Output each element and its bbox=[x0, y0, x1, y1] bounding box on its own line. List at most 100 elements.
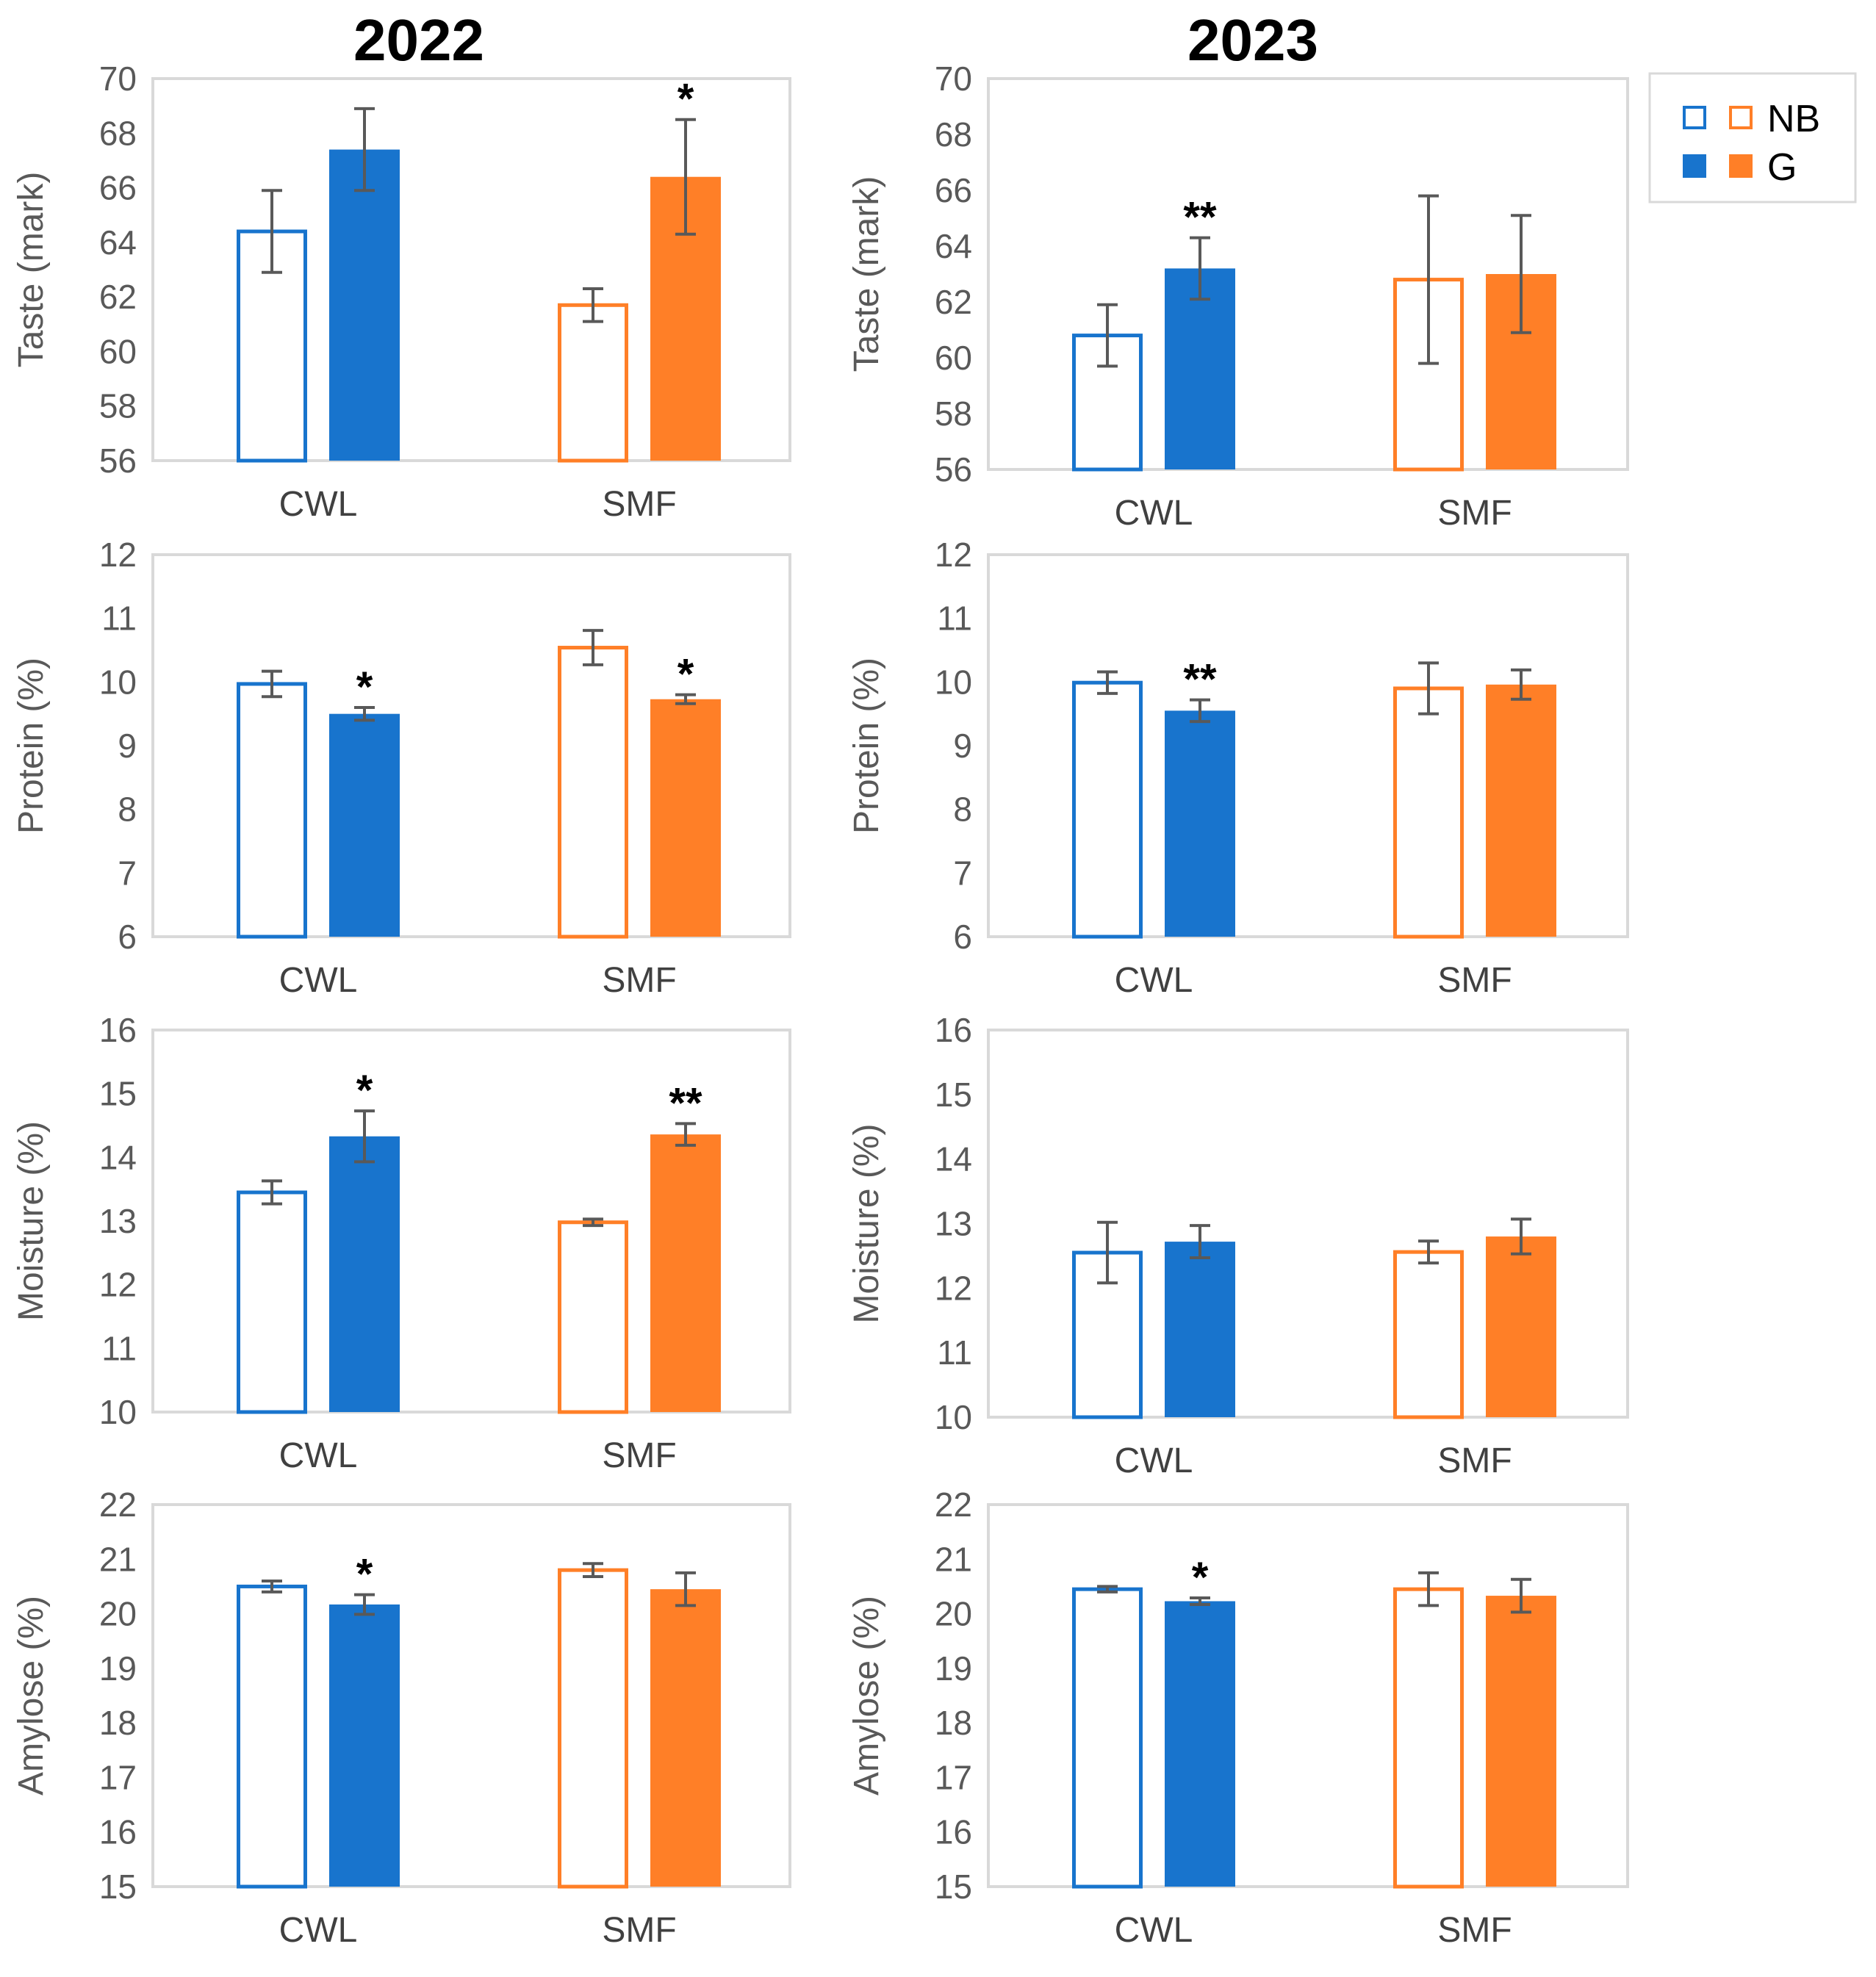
panel-taste-mark-2022-ytick-label: 58 bbox=[99, 387, 137, 425]
panel-moisture-2022-ytick-label: 16 bbox=[99, 1011, 137, 1049]
panel-protein-2022-category-label-cwl: CWL bbox=[279, 961, 358, 1000]
legend-swatch-nb-blue bbox=[1683, 106, 1706, 129]
panel-taste-mark-2023-ytick-label: 56 bbox=[935, 450, 972, 489]
panel-moisture-2022-category-label-cwl: CWL bbox=[279, 1436, 358, 1475]
panel-moisture-2023-ytick-label: 14 bbox=[935, 1140, 972, 1178]
panel-taste-mark-2022-ytick-label: 62 bbox=[99, 278, 137, 316]
panel-protein-2023-significance-cwl-g: ** bbox=[1183, 656, 1217, 704]
panel-moisture-2023-ytick-label: 12 bbox=[935, 1269, 972, 1307]
panel-amylose-2022-category-label-smf: SMF bbox=[602, 1911, 676, 1950]
panel-moisture-2022-ytick-label: 15 bbox=[99, 1075, 137, 1113]
panel-protein-2023-ytick-label: 11 bbox=[937, 599, 972, 638]
panel-taste-mark-2022-ytick-label: 64 bbox=[99, 223, 137, 262]
panel-protein-2022-ytick-label: 12 bbox=[99, 536, 137, 574]
panel-moisture-2023-ytick-label: 13 bbox=[935, 1205, 972, 1243]
legend: NB G bbox=[1648, 72, 1857, 204]
panel-protein-2023-bar-smf-nb bbox=[1393, 686, 1464, 939]
panel-protein-2023-ytick-label: 10 bbox=[935, 663, 972, 701]
panel-amylose-2023: 15 16 17 18 19 20 21 22 Amylose (%) CWL * SMF bbox=[847, 1486, 1629, 1950]
panel-amylose-2022: 15 16 17 18 19 20 21 22 Amylose (%) CWL * SMF bbox=[12, 1486, 791, 1950]
panel-protein-2023-ytick-label: 7 bbox=[953, 854, 972, 892]
panel-moisture-2022-significance-smf-g: ** bbox=[669, 1079, 702, 1127]
panel-protein-2023-category-label-smf: SMF bbox=[1437, 961, 1512, 1000]
panel-protein-2023-bar-smf-nb-error-bar bbox=[1418, 661, 1439, 716]
panel-taste-mark-2022-ytick-label: 66 bbox=[99, 169, 137, 207]
panel-protein-2023-frame bbox=[987, 553, 1629, 938]
panel-taste-mark-2023-y-axis-title: Taste (mark) bbox=[847, 176, 886, 372]
panel-taste-mark-2023-bar-smf-g-error-bar bbox=[1511, 214, 1531, 334]
panel-amylose-2023-ytick-label: 17 bbox=[935, 1758, 972, 1796]
panel-taste-mark-2022-ytick-label: 70 bbox=[99, 60, 137, 98]
panel-protein-2022-bar-smf-nb bbox=[558, 646, 628, 939]
panel-amylose-2023-bar-smf-g bbox=[1486, 1596, 1556, 1887]
panel-moisture-2023-bar-cwl-g bbox=[1165, 1242, 1235, 1417]
panel-amylose-2022-bar-cwl-g-error-bar bbox=[354, 1593, 375, 1616]
panel-protein-2023-ytick-label: 8 bbox=[953, 791, 972, 829]
panel-moisture-2023-category-label-smf: SMF bbox=[1437, 1441, 1512, 1480]
panel-taste-mark-2023-ytick-label: 64 bbox=[935, 227, 972, 265]
panel-moisture-2022-ytick-label: 12 bbox=[99, 1266, 137, 1304]
panel-taste-mark-2023-bar-cwl-g-error-bar bbox=[1190, 236, 1210, 301]
panel-taste-mark-2023-ytick-label: 68 bbox=[935, 115, 972, 154]
panel-amylose-2023-bar-cwl-g bbox=[1165, 1601, 1235, 1887]
panel-protein-2023-bar-cwl-g-error-bar bbox=[1190, 698, 1210, 724]
panel-taste-mark-2022-bar-smf-g-error-bar bbox=[675, 118, 696, 236]
panel-amylose-2023-ytick-label: 19 bbox=[935, 1649, 972, 1688]
panel-amylose-2022-ytick-label: 17 bbox=[99, 1758, 137, 1796]
panel-amylose-2023-ytick-label: 15 bbox=[935, 1868, 972, 1906]
panel-moisture-2023-bar-cwl-g-error-bar bbox=[1190, 1224, 1210, 1260]
panel-amylose-2022-bar-smf-g bbox=[650, 1589, 721, 1887]
panel-taste-mark-2022-ytick-label: 56 bbox=[99, 442, 137, 480]
panel-amylose-2022-frame bbox=[151, 1503, 791, 1888]
legend-label-g: G bbox=[1767, 146, 1797, 189]
panel-amylose-2023-category-label-smf: SMF bbox=[1437, 1911, 1512, 1950]
panel-amylose-2022-bar-cwl-nb-error-bar bbox=[262, 1580, 282, 1594]
panel-moisture-2023-y-axis-title: Moisture (%) bbox=[847, 1123, 886, 1323]
panel-moisture-2023-bar-smf-g bbox=[1486, 1236, 1556, 1417]
panel-taste-mark-2023-ytick-label: 58 bbox=[935, 395, 972, 433]
year-title-2022: 2022 bbox=[353, 7, 484, 73]
panel-moisture-2023-bar-smf-nb-error-bar bbox=[1418, 1239, 1439, 1265]
panel-amylose-2022-bar-cwl-g bbox=[329, 1604, 400, 1887]
panel-moisture-2022-bar-smf-g-error-bar bbox=[675, 1122, 696, 1147]
panel-taste-mark-2022-bar-cwl-g bbox=[329, 149, 400, 461]
panel-moisture-2023-category-label-cwl: CWL bbox=[1115, 1441, 1193, 1480]
panel-taste-mark-2022-significance-smf-g: * bbox=[678, 76, 694, 123]
panel-moisture-2022-ytick-label: 13 bbox=[99, 1202, 137, 1240]
panel-moisture-2022-bar-cwl-g-error-bar bbox=[354, 1109, 375, 1164]
panel-amylose-2023-ytick-label: 22 bbox=[935, 1486, 972, 1524]
panel-amylose-2023-bar-smf-nb-error-bar bbox=[1418, 1571, 1439, 1607]
legend-swatch-nb-orange bbox=[1729, 106, 1753, 129]
panel-protein-2023-ytick-label: 12 bbox=[935, 536, 972, 574]
panel-amylose-2022-category-label-cwl: CWL bbox=[279, 1911, 358, 1950]
panel-moisture-2022-bar-cwl-nb-error-bar bbox=[262, 1179, 282, 1206]
panel-protein-2022-category-label-smf: SMF bbox=[602, 961, 676, 1000]
panel-amylose-2023-bar-cwl-nb-error-bar bbox=[1097, 1585, 1118, 1594]
panel-protein-2023-category-label-cwl: CWL bbox=[1115, 961, 1193, 1000]
panel-taste-mark-2023-category-label-smf: SMF bbox=[1437, 494, 1512, 533]
panel-taste-mark-2022-y-axis-title: Taste (mark) bbox=[12, 172, 51, 368]
panel-moisture-2022-significance-cwl-g: * bbox=[356, 1067, 373, 1114]
panel-moisture-2023-bar-smf-g-error-bar bbox=[1511, 1217, 1531, 1256]
panel-protein-2023-y-axis-title: Protein (%) bbox=[847, 658, 886, 834]
panel-protein-2022-bar-smf-g-error-bar bbox=[675, 693, 696, 705]
panel-protein-2023-bar-smf-g-error-bar bbox=[1511, 668, 1531, 701]
panel-taste-mark-2022-ytick-label: 60 bbox=[99, 332, 137, 370]
panel-protein-2022-ytick-label: 9 bbox=[118, 727, 137, 765]
panel-protein-2022-ytick-label: 7 bbox=[118, 854, 137, 892]
panel-moisture-2023-ytick-label: 16 bbox=[935, 1011, 972, 1049]
panel-amylose-2022-ytick-label: 22 bbox=[99, 1486, 137, 1524]
panel-taste-mark-2023-frame bbox=[987, 77, 1629, 471]
panel-taste-mark-2023-ytick-label: 62 bbox=[935, 283, 972, 321]
panel-protein-2023-ytick-label: 9 bbox=[953, 727, 972, 765]
panel-protein-2023: 6 7 8 9 10 11 12 Protein (%) CWL ** SMF bbox=[847, 536, 1629, 1000]
panel-amylose-2022-bar-smf-g-error-bar bbox=[675, 1571, 696, 1607]
panel-amylose-2023-frame bbox=[987, 1503, 1629, 1888]
panel-amylose-2023-category-label-cwl: CWL bbox=[1115, 1911, 1193, 1950]
legend-frame bbox=[1648, 72, 1857, 204]
panel-amylose-2022-significance-cwl-g: * bbox=[356, 1551, 373, 1599]
panel-protein-2022-bar-smf-g bbox=[650, 699, 721, 937]
panel-amylose-2023-ytick-label: 20 bbox=[935, 1595, 972, 1633]
panel-moisture-2022-bar-smf-nb bbox=[558, 1220, 628, 1414]
